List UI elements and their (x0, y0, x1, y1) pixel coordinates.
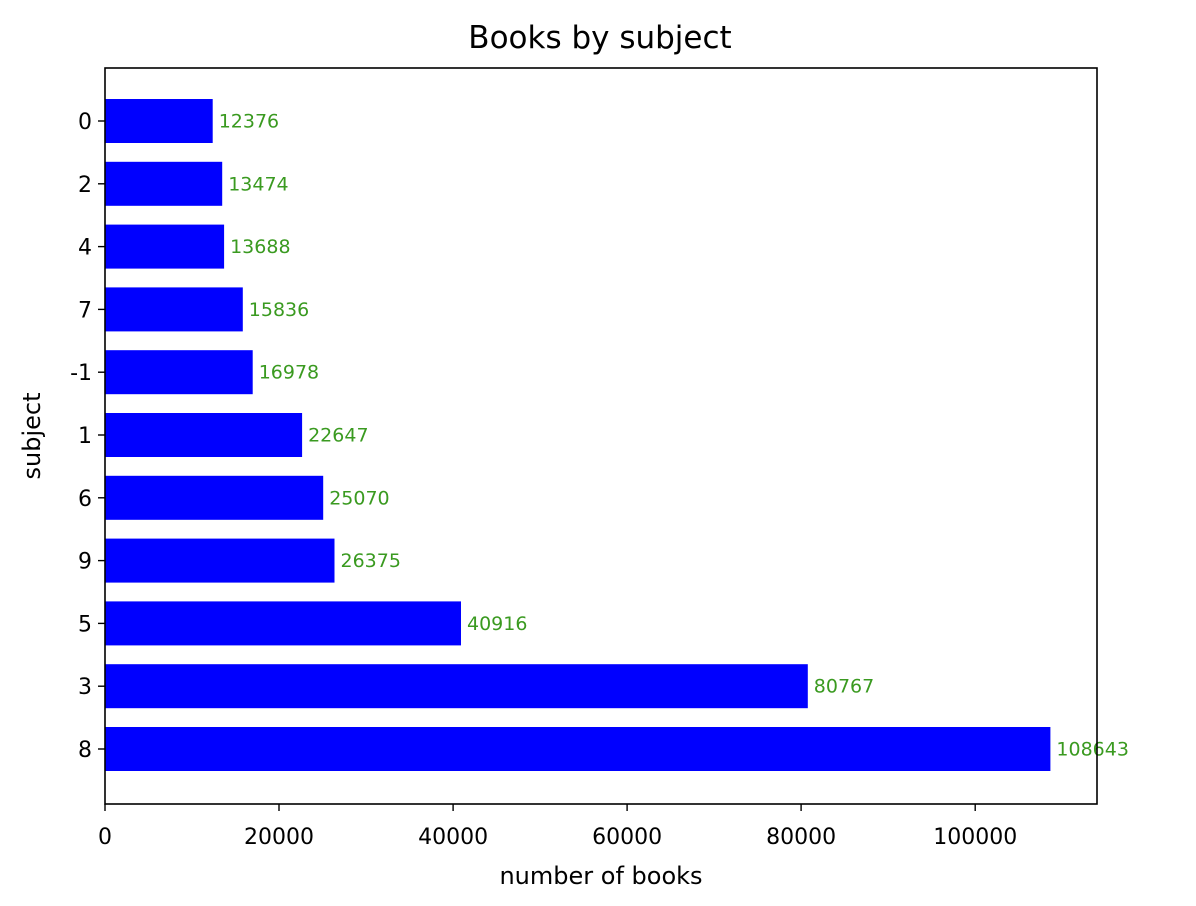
x-axis-label: number of books (499, 862, 702, 890)
bar--1 (105, 350, 253, 395)
y-tick-label: 4 (78, 236, 92, 261)
data-label-5: 40916 (467, 613, 527, 635)
data-label-6: 25070 (329, 487, 389, 509)
bar-0 (105, 99, 213, 143)
bar-3 (105, 664, 808, 709)
y-tick-label: 6 (78, 487, 92, 512)
y-ticks-group: 0 2 4 7 -1 1 6 9 5 3 8 (70, 110, 105, 763)
bar-6 (105, 475, 324, 520)
y-tick-label: 7 (78, 298, 92, 323)
y-tick-label: 3 (78, 675, 92, 700)
y-axis-label: subject (18, 393, 46, 480)
chart-title: Books by subject (468, 20, 731, 56)
data-labels-group: 12376 13474 13688 15836 16978 22647 25070 26375… (219, 111, 1129, 761)
bar-8 (105, 727, 1051, 771)
y-tick-label: 5 (78, 612, 92, 637)
y-tick-label: 2 (78, 173, 92, 198)
x-ticks-group: 0 20000 40000 60000 80000 100000 (98, 804, 1017, 850)
y-tick-label: 0 (78, 110, 92, 135)
x-tick-label: 20000 (244, 825, 314, 850)
bar-7 (105, 287, 243, 332)
data-label-0: 12376 (219, 111, 279, 133)
y-tick-label: -1 (70, 361, 92, 386)
plot-frame (104, 67, 1098, 805)
bars-group (105, 99, 1051, 771)
data-label--1: 16978 (259, 362, 319, 384)
data-label-3: 80767 (814, 676, 874, 698)
x-tick-label: 80000 (766, 825, 836, 850)
x-tick-label: 60000 (592, 825, 662, 850)
bar-1 (105, 413, 303, 457)
x-tick-label: 100000 (933, 825, 1017, 850)
bar-5 (105, 601, 461, 646)
y-tick-label: 1 (78, 424, 92, 449)
data-label-8: 108643 (1056, 739, 1129, 761)
y-tick-label: 8 (78, 738, 92, 763)
x-tick-label: 0 (98, 825, 112, 850)
data-label-7: 15836 (249, 299, 309, 321)
y-tick-label: 9 (78, 550, 92, 575)
data-label-1: 22647 (308, 425, 368, 447)
data-label-9: 26375 (341, 550, 401, 572)
bar-2 (105, 161, 223, 206)
data-label-2: 13474 (228, 173, 288, 195)
x-tick-label: 40000 (418, 825, 488, 850)
bar-9 (105, 538, 335, 583)
data-label-4: 13688 (230, 236, 290, 258)
bar-4 (105, 224, 225, 269)
